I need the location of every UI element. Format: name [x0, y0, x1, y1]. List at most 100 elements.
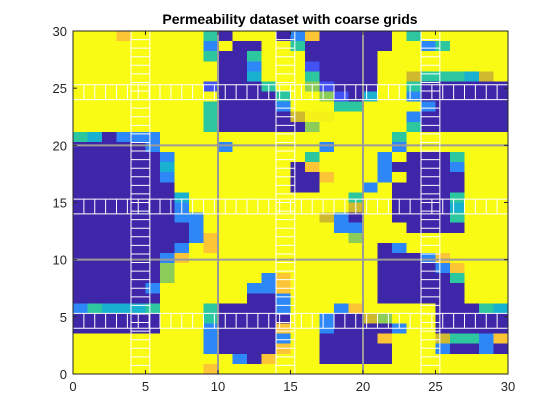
heatmap-cell	[363, 293, 379, 304]
heatmap-cell	[276, 242, 292, 254]
heatmap-cell	[232, 41, 248, 52]
heatmap-cell	[73, 81, 89, 93]
heatmap-cell	[450, 81, 466, 93]
heatmap-cell	[450, 343, 466, 355]
heatmap-cell	[261, 242, 277, 254]
heatmap-cell	[174, 353, 190, 365]
heatmap-cell	[218, 152, 234, 163]
heatmap-cell	[247, 333, 263, 345]
heatmap-cell	[247, 353, 263, 365]
heatmap-cell	[131, 131, 147, 143]
heatmap-cell	[131, 121, 147, 133]
heatmap-cell	[102, 283, 118, 294]
heatmap-cell	[392, 343, 408, 355]
heatmap-cell	[450, 182, 466, 194]
heatmap-cell	[450, 101, 466, 113]
heatmap-cell	[377, 81, 393, 93]
heatmap-cell	[334, 283, 350, 294]
heatmap-cell	[102, 333, 118, 345]
heatmap-cell	[435, 263, 451, 274]
heatmap-cell	[247, 131, 263, 143]
heatmap-cell	[406, 212, 422, 224]
heatmap-cell	[406, 333, 422, 345]
heatmap-cell	[392, 141, 408, 153]
heatmap-cell	[421, 31, 437, 42]
heatmap-cell	[493, 141, 509, 153]
heatmap-cell	[218, 222, 234, 234]
heatmap-cell	[493, 51, 509, 62]
heatmap-cell	[363, 192, 379, 204]
heatmap-cell	[406, 41, 422, 52]
heatmap-cell	[464, 313, 480, 325]
heatmap-cell	[145, 41, 161, 52]
heatmap-cell	[450, 273, 466, 284]
heatmap-cell	[392, 283, 408, 294]
heatmap-cell	[450, 121, 466, 133]
heatmap-cell	[116, 303, 132, 315]
heatmap-cell	[203, 61, 219, 72]
heatmap-cell	[73, 71, 89, 83]
heatmap-cell	[102, 363, 118, 375]
heatmap-cell	[218, 41, 234, 52]
heatmap-cell	[87, 111, 103, 123]
heatmap-cell	[348, 131, 364, 143]
heatmap-cell	[334, 252, 350, 264]
heatmap-cell	[174, 232, 190, 244]
heatmap-cell	[334, 363, 350, 375]
heatmap-cell	[348, 232, 364, 244]
heatmap-cell	[160, 252, 176, 264]
heatmap-cell	[189, 61, 205, 72]
heatmap-cell	[145, 141, 161, 153]
heatmap-cell	[290, 141, 306, 153]
heatmap-cell	[363, 152, 379, 163]
heatmap-cell	[247, 152, 263, 163]
heatmap-cell	[276, 323, 292, 335]
heatmap-cell	[145, 61, 161, 72]
heatmap-cell	[406, 91, 422, 103]
heatmap-cell	[261, 192, 277, 204]
heatmap-cell	[450, 192, 466, 204]
heatmap-cell	[435, 232, 451, 244]
heatmap-cell	[160, 101, 176, 113]
heatmap-cell	[406, 101, 422, 113]
heatmap-cell	[203, 111, 219, 123]
heatmap-cell	[261, 162, 277, 173]
heatmap-cell	[116, 71, 132, 83]
heatmap-cell	[73, 111, 89, 123]
x-tick-label: 5	[142, 379, 149, 394]
heatmap-cell	[189, 293, 205, 304]
heatmap-cell	[203, 353, 219, 365]
heatmap-cell	[363, 222, 379, 234]
heatmap-cell	[232, 303, 248, 315]
heatmap-cell	[392, 121, 408, 133]
heatmap-cell	[218, 31, 234, 42]
heatmap-cell	[348, 41, 364, 52]
heatmap-cell	[261, 41, 277, 52]
heatmap-cell	[435, 343, 451, 355]
heatmap-cell	[290, 273, 306, 284]
heatmap-cell	[450, 71, 466, 83]
heatmap-cell	[493, 242, 509, 254]
heatmap-cell	[464, 61, 480, 72]
heatmap-cell	[450, 313, 466, 325]
heatmap-cell	[421, 242, 437, 254]
heatmap-cell	[218, 353, 234, 365]
heatmap-cell	[218, 51, 234, 62]
heatmap-cell	[479, 111, 495, 123]
heatmap-cell	[464, 273, 480, 284]
heatmap-cell	[493, 131, 509, 143]
heatmap-cell	[131, 31, 147, 42]
heatmap-cell	[261, 353, 277, 365]
heatmap-cell	[348, 172, 364, 183]
heatmap-cell	[73, 192, 89, 204]
heatmap-cell	[189, 363, 205, 375]
heatmap-cell	[493, 363, 509, 375]
heatmap-cell	[203, 51, 219, 62]
heatmap-cell	[305, 232, 321, 244]
heatmap-cell	[348, 101, 364, 113]
heatmap-cell	[261, 182, 277, 194]
heatmap-cell	[464, 202, 480, 214]
heatmap-cell	[290, 252, 306, 264]
heatmap-cell	[406, 242, 422, 254]
heatmap-cell	[305, 61, 321, 72]
